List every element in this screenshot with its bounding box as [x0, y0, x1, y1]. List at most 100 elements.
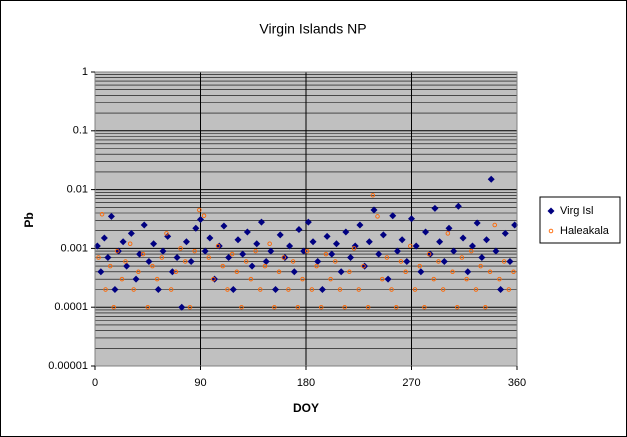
point — [347, 254, 355, 262]
point — [290, 259, 296, 264]
point — [300, 247, 308, 255]
point — [506, 257, 514, 265]
point — [150, 240, 158, 248]
point — [127, 229, 135, 237]
point — [384, 255, 390, 260]
point — [403, 257, 411, 265]
point — [159, 255, 165, 260]
point — [351, 246, 357, 251]
point — [459, 234, 467, 242]
point — [375, 214, 380, 219]
point — [154, 285, 162, 293]
point — [379, 276, 385, 282]
point — [206, 234, 214, 242]
point — [389, 212, 397, 220]
x-tick-label: 360 — [508, 377, 526, 389]
point — [119, 238, 127, 246]
point — [220, 222, 228, 230]
point — [468, 242, 476, 250]
point — [276, 269, 282, 275]
point — [506, 287, 512, 292]
point — [111, 285, 119, 293]
point — [201, 247, 209, 255]
point — [398, 259, 404, 264]
point — [511, 269, 516, 275]
point — [398, 236, 406, 244]
point — [173, 254, 181, 262]
point — [379, 231, 387, 239]
point — [286, 242, 294, 250]
point — [492, 222, 497, 228]
y-tick-label: 0.1 — [73, 125, 88, 137]
point — [206, 255, 211, 260]
point — [393, 247, 401, 255]
point — [136, 250, 144, 258]
point — [487, 175, 495, 183]
point — [234, 236, 242, 244]
point — [450, 269, 455, 275]
point — [483, 304, 488, 310]
point — [328, 250, 336, 258]
point — [96, 255, 101, 260]
point — [473, 287, 479, 292]
point — [123, 262, 131, 270]
x-axis-label: DOY — [293, 401, 319, 415]
point — [164, 231, 169, 236]
point — [417, 268, 425, 276]
point — [115, 248, 120, 254]
legend-label: Virg Isl — [560, 205, 593, 217]
point — [290, 268, 298, 276]
point — [262, 263, 268, 269]
point — [300, 276, 305, 282]
point — [286, 287, 291, 292]
point — [454, 304, 460, 310]
point — [229, 251, 235, 257]
point — [140, 251, 146, 257]
point — [356, 287, 362, 292]
point — [473, 219, 481, 227]
point — [103, 287, 108, 292]
point — [408, 243, 413, 249]
point — [497, 276, 502, 282]
point — [342, 228, 350, 236]
point — [501, 259, 507, 264]
point — [309, 238, 317, 246]
point — [136, 269, 141, 275]
point — [309, 287, 315, 292]
point — [445, 231, 451, 236]
point — [253, 240, 261, 248]
chart-title: Virgin Islands NP — [259, 21, 366, 37]
point — [314, 263, 319, 269]
point — [215, 243, 221, 249]
point — [201, 213, 207, 218]
point — [318, 285, 326, 293]
point — [154, 276, 160, 282]
point — [337, 268, 345, 276]
point — [454, 202, 462, 210]
point — [93, 242, 101, 250]
point — [328, 276, 333, 282]
point — [131, 287, 136, 292]
point — [487, 269, 493, 275]
point — [332, 240, 340, 248]
point — [412, 287, 418, 292]
point — [220, 263, 226, 269]
point — [100, 234, 108, 242]
point — [375, 250, 383, 258]
x-tick-label: 270 — [402, 377, 420, 389]
point — [478, 254, 486, 262]
point — [323, 232, 331, 240]
point — [501, 229, 509, 237]
point — [459, 255, 465, 260]
y-tick-label: 1 — [82, 66, 88, 78]
point — [276, 231, 284, 239]
point — [225, 287, 230, 292]
point — [464, 276, 469, 282]
x-tick-label: 0 — [92, 377, 98, 389]
point — [304, 218, 312, 226]
point — [248, 276, 254, 282]
y-tick-label: 0.001 — [60, 242, 88, 254]
point — [168, 268, 176, 276]
point — [445, 224, 453, 232]
point — [469, 248, 474, 254]
